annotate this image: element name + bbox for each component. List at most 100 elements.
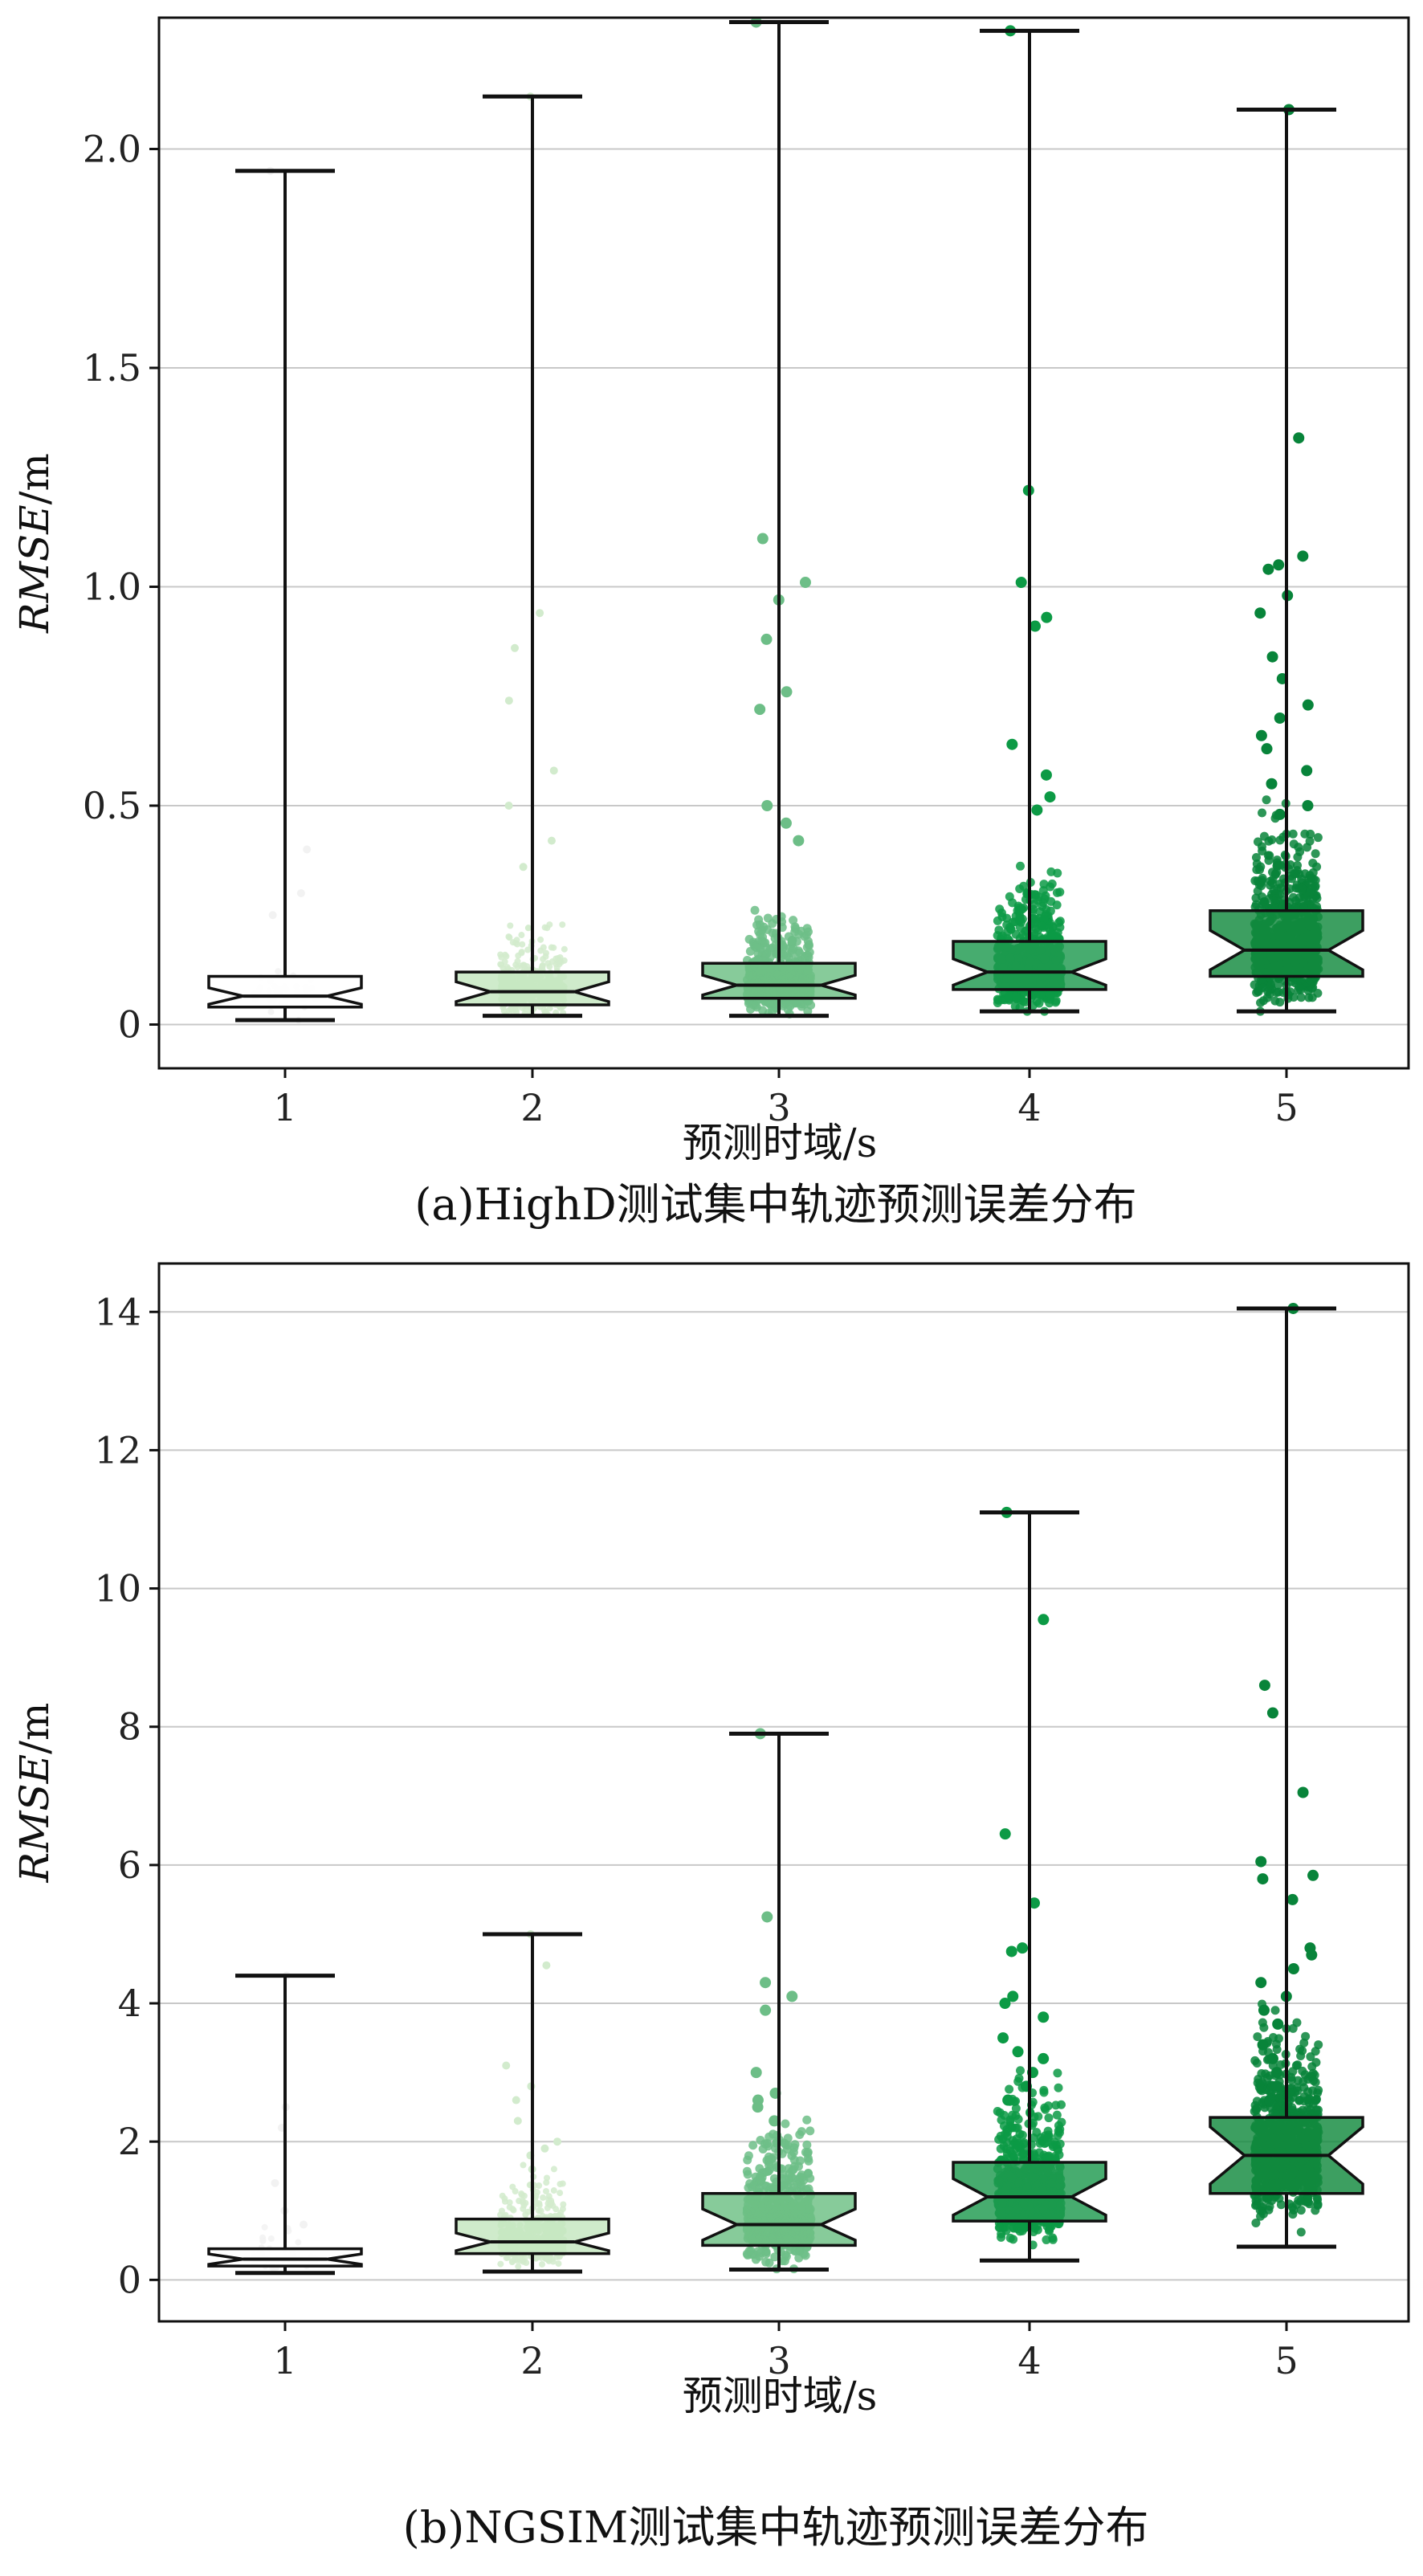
outlier-point	[268, 911, 277, 920]
data-point	[1270, 869, 1280, 879]
outlier-point	[781, 686, 793, 698]
outlier-point	[512, 2096, 520, 2104]
data-point	[1053, 2068, 1062, 2078]
outlier-point	[1006, 738, 1018, 750]
data-point	[1313, 833, 1323, 843]
data-point	[793, 2162, 803, 2171]
data-point	[780, 2256, 789, 2266]
data-point	[537, 936, 544, 943]
data-point	[1002, 2137, 1012, 2147]
data-point	[534, 2253, 541, 2260]
outlier-point	[1297, 550, 1309, 562]
data-point	[756, 929, 765, 939]
data-point	[275, 968, 282, 975]
outlier-point	[1262, 563, 1274, 575]
data-point	[803, 2149, 813, 2158]
outlier-point	[1041, 611, 1053, 623]
data-point	[1054, 917, 1063, 927]
outlier-point	[1038, 2052, 1050, 2064]
data-point	[540, 944, 547, 951]
outlier-point	[540, 2144, 549, 2153]
data-point	[497, 2260, 504, 2268]
data-point	[503, 2254, 510, 2261]
data-point	[549, 2258, 557, 2265]
data-point	[1311, 881, 1320, 891]
data-point	[1019, 903, 1029, 912]
data-point	[1011, 992, 1021, 1002]
outlier-point	[1302, 699, 1314, 711]
data-point	[1052, 888, 1062, 897]
plot-frame	[157, 16, 1410, 1070]
data-point	[1011, 2104, 1021, 2113]
data-point	[750, 905, 760, 915]
data-point	[514, 2254, 521, 2261]
data-point	[1056, 2100, 1066, 2109]
outlier-point	[1030, 620, 1042, 632]
x-tick-label: 5	[1274, 1086, 1298, 1129]
data-point	[751, 2172, 760, 2182]
data-point	[764, 2152, 773, 2162]
data-point	[1046, 906, 1055, 916]
data-point	[762, 2139, 772, 2149]
outlier-point	[1005, 1945, 1017, 1958]
data-point	[1005, 2084, 1014, 2094]
data-point	[754, 915, 764, 925]
data-point	[1013, 2224, 1022, 2234]
outlier-point	[1038, 2011, 1050, 2023]
data-point	[1004, 992, 1013, 1002]
data-point	[1044, 2113, 1054, 2123]
data-point	[539, 962, 546, 970]
outlier-point	[760, 633, 773, 645]
box-5	[1209, 909, 1364, 978]
data-point	[789, 2155, 799, 2165]
data-point	[1293, 2060, 1303, 2070]
data-point	[781, 998, 791, 1007]
data-point	[1314, 2040, 1323, 2050]
outlier-point	[1007, 1990, 1019, 2002]
data-point	[1251, 852, 1261, 862]
data-point	[1299, 2038, 1309, 2047]
data-point	[545, 2196, 552, 2203]
data-point	[1260, 899, 1270, 908]
data-point	[1304, 874, 1314, 884]
data-point	[1040, 894, 1050, 904]
panel-caption: (a)HighD测试集中轨迹预测误差分布	[414, 1179, 1136, 1230]
data-point	[1013, 2114, 1023, 2124]
data-point	[1256, 975, 1266, 985]
outlier-point	[761, 1911, 773, 1923]
y-tick-label: 1.0	[83, 565, 141, 609]
data-point	[516, 2198, 523, 2205]
data-point	[802, 942, 812, 952]
data-point	[994, 2223, 1004, 2232]
data-point	[522, 1006, 529, 1013]
data-point	[1255, 865, 1265, 875]
outlier-point	[1273, 559, 1285, 571]
data-point	[993, 995, 1003, 1005]
box-plots	[207, 19, 1364, 1023]
data-point	[505, 933, 512, 941]
data-point	[762, 949, 772, 958]
outlier-point	[1301, 765, 1313, 777]
y-axis-label-unit: /m	[11, 453, 58, 504]
data-point	[760, 938, 770, 948]
data-point	[555, 2260, 562, 2268]
data-point	[519, 941, 526, 948]
data-point	[781, 2119, 790, 2129]
data-point	[520, 2162, 527, 2169]
data-point	[1015, 884, 1025, 894]
outlier-point	[553, 2137, 562, 2146]
data-point	[1253, 837, 1262, 847]
data-point	[1307, 2062, 1317, 2072]
data-point	[1262, 795, 1271, 805]
outlier-point	[502, 2061, 511, 2070]
data-point	[1050, 2153, 1060, 2163]
data-point	[805, 2126, 815, 2136]
data-point	[1052, 2110, 1062, 2120]
data-point	[515, 2263, 522, 2270]
data-point	[1294, 843, 1303, 852]
outlier-point	[504, 696, 513, 705]
